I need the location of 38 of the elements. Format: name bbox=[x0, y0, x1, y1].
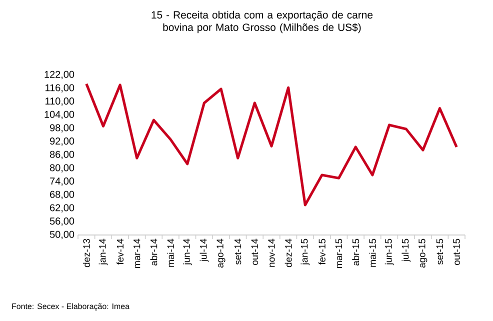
y-tick-label: 104,00 bbox=[44, 110, 74, 120]
y-tick-label: 56,00 bbox=[50, 218, 74, 226]
y-tick-label: 122,00 bbox=[44, 70, 74, 80]
y-tick-label: 116,00 bbox=[46, 84, 74, 92]
x-tick-label: mai-14 bbox=[167, 238, 174, 267]
y-tick-label: 80,00 bbox=[50, 164, 74, 172]
x-tick-label: fev-15 bbox=[318, 238, 326, 265]
x-tick-label: jan-14 bbox=[98, 238, 108, 266]
x-tick-label: nov-14 bbox=[268, 238, 275, 267]
y-tick-label: 50,00 bbox=[50, 230, 74, 240]
y-tick-label: 98,00 bbox=[50, 124, 74, 132]
x-tick-label: set-15 bbox=[436, 238, 444, 265]
x-tick-label: abr-14 bbox=[150, 238, 158, 266]
y-tick-label: 86,00 bbox=[50, 150, 74, 160]
x-tick-label: out-14 bbox=[251, 238, 258, 265]
line-series bbox=[85, 82, 458, 206]
x-tick-label: jul-14 bbox=[200, 238, 209, 262]
chart-title: 15 - Receita obtida com a exportação de carne bovina por Mato Grosso (Milhões de US$) bbox=[152, 10, 373, 34]
y-tick-label: 110,00 bbox=[46, 98, 74, 106]
y-tick-label: 62,00 bbox=[50, 204, 74, 212]
y-tick-label: 92,00 bbox=[50, 138, 74, 146]
x-tick-label: ago-14 bbox=[216, 238, 226, 268]
x-tick-label: mar-14 bbox=[134, 238, 140, 268]
x-tick-label: jun-14 bbox=[182, 238, 192, 266]
x-tick-label: ago-15 bbox=[418, 238, 428, 268]
x-tick-label: jul-15 bbox=[402, 238, 411, 262]
x-tick-label: jan-15 bbox=[300, 238, 310, 266]
x-tick-label: set-14 bbox=[234, 238, 242, 265]
x-tick-label: abr-15 bbox=[352, 238, 360, 266]
x-tick-label: dez-13 bbox=[82, 238, 90, 268]
y-tick-label: 74,00 bbox=[50, 178, 74, 186]
x-tick-label: mar-15 bbox=[336, 238, 342, 268]
x-tick-label: mai-15 bbox=[368, 238, 376, 267]
x-tick-label: fev-14 bbox=[116, 238, 124, 265]
x-tick-label: out-15 bbox=[453, 238, 460, 265]
x-tick-label: jun-15 bbox=[384, 238, 394, 266]
x-tick-label: dez-14 bbox=[284, 238, 292, 268]
y-tick-label: 68,00 bbox=[50, 190, 74, 200]
